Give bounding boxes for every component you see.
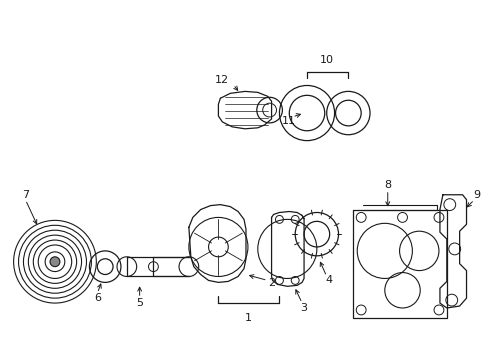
Text: 1: 1 <box>244 313 251 323</box>
Text: 12: 12 <box>215 75 229 85</box>
Text: 10: 10 <box>319 55 333 65</box>
Text: 11: 11 <box>282 116 296 126</box>
Circle shape <box>50 257 60 267</box>
Text: 7: 7 <box>22 190 29 200</box>
Text: 3: 3 <box>300 303 307 313</box>
Text: 9: 9 <box>472 190 479 200</box>
Text: 5: 5 <box>136 298 143 308</box>
Text: 2: 2 <box>267 278 275 288</box>
Text: 6: 6 <box>94 293 101 303</box>
Text: 8: 8 <box>384 180 390 190</box>
Text: 4: 4 <box>325 275 331 285</box>
